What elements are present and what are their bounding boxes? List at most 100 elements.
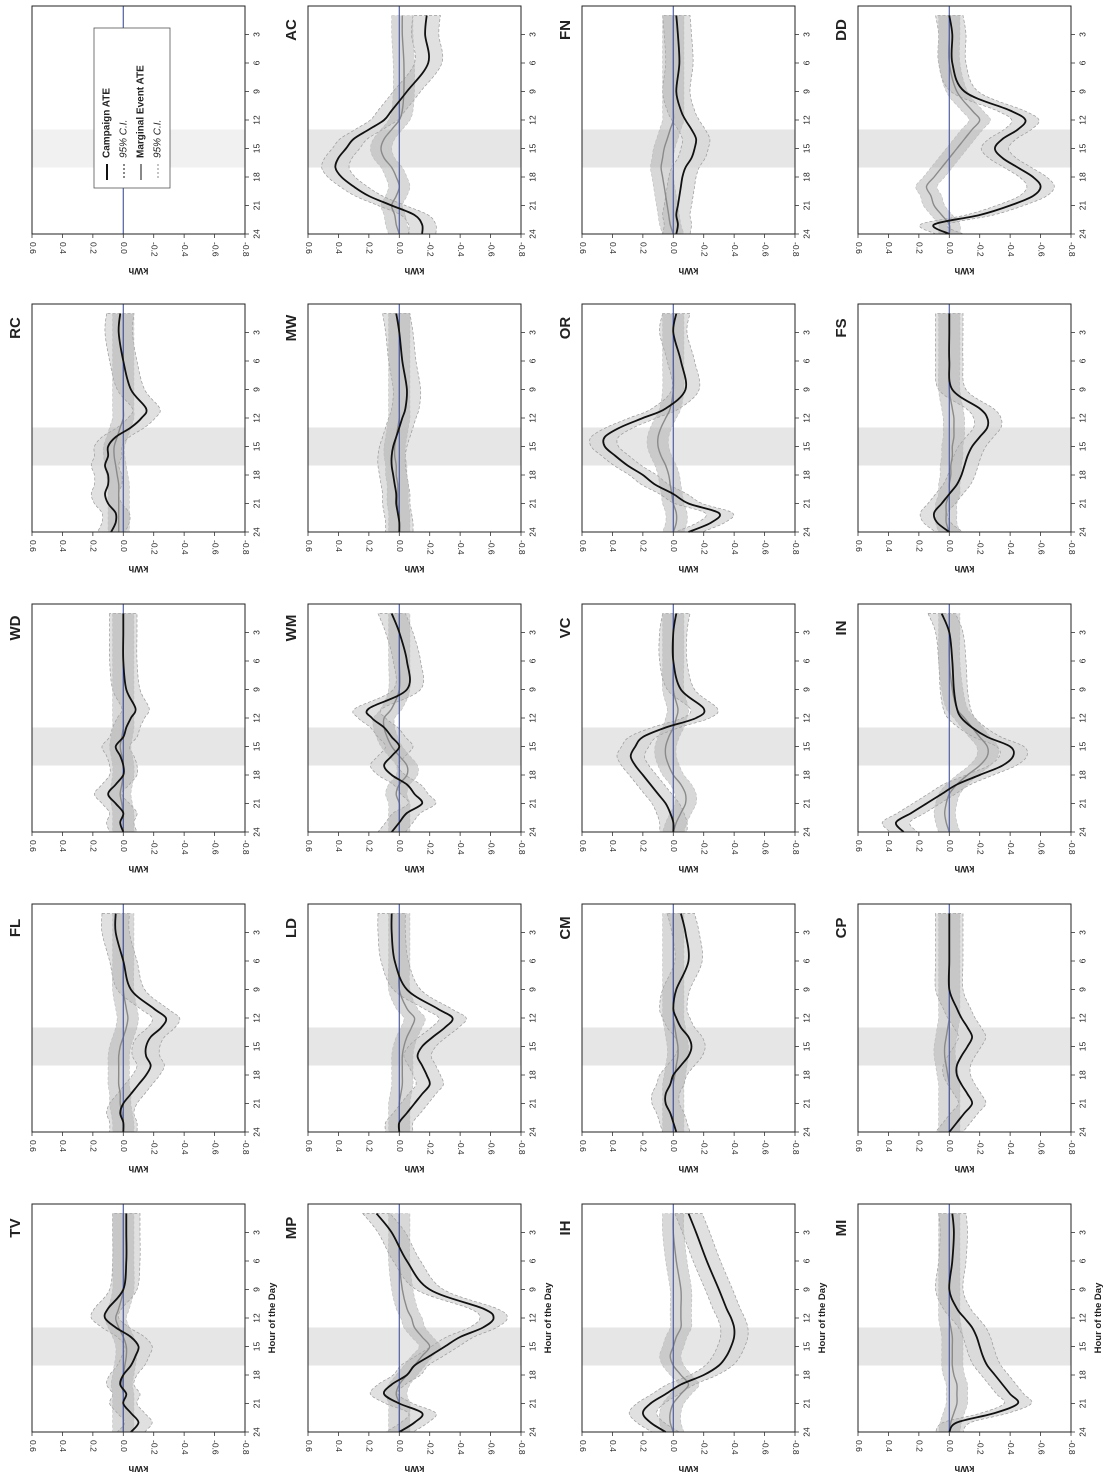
hour-tick-label: 9 [1077,89,1087,94]
panel-label: MW [283,314,300,341]
kwh-tick-label: 0.2 [639,242,649,254]
hour-tick-label: 12 [801,1013,811,1023]
panel-label: CM [557,916,574,939]
kwh-tick-label: 0.0 [669,840,679,852]
marginal-ate-line [943,613,989,833]
kwh-tick-label: -0.4 [730,840,740,855]
hour-tick-label: 12 [1077,1313,1087,1323]
kwh-tick-label: -0.4 [1006,242,1016,257]
panel-label: DD [833,19,850,41]
kwh-tick-label: 0.2 [365,1140,375,1152]
hour-tick-label: 21 [801,799,811,809]
kwh-tick-label: 0.0 [945,840,955,852]
kwh-tick-label: 0.0 [395,840,405,852]
hour-tick-label: 3 [1077,630,1087,635]
hour-tick-label: 15 [1077,1342,1087,1352]
hour-tick-label: 24 [1077,229,1087,239]
kwh-tick-label: 0.4 [884,242,894,254]
kwh-tick-label: 0.0 [945,1140,955,1152]
kwh-tick-label: -0.4 [456,840,466,855]
hour-tick-label: 18 [251,1070,261,1080]
event-window-band [32,427,245,466]
kwh-tick-label: -0.6 [760,840,770,855]
hour-tick-label: 18 [251,1370,261,1380]
event-window-band [32,727,245,766]
panel-ac: AC 0.6 0.4 0.2 0.0 -0.2 -0.4 -0.6 -0.8 kWh 3 6 9 12 15… [283,5,537,276]
hour-tick-label: 18 [801,1370,811,1380]
kwh-tick-label: -0.6 [1036,1440,1046,1455]
kwh-tick-label: -0.2 [975,840,985,855]
kwh-tick-label: 0.4 [608,840,618,852]
hour-tick-label: 12 [1077,713,1087,723]
kwh-tick-label: -0.2 [149,242,159,257]
hour-tick-label: 9 [801,687,811,692]
kwh-tick-label: -0.4 [1006,540,1016,555]
kwh-tick-label: -0.6 [1036,1140,1046,1155]
kwh-axis-label: kWh [128,563,148,574]
kwh-tick-label: -0.8 [241,1440,251,1455]
kwh-tick-label: 0.0 [119,1440,129,1452]
hour-tick-label: 18 [251,770,261,780]
kwh-tick-label: -0.2 [975,242,985,257]
campaign-ate-line [365,613,424,833]
hour-tick-label: 21 [1077,1099,1087,1109]
panel-dd: DD 0.6 0.4 0.2 0.0 -0.2 -0.4 -0.6 -0.8 kWh 3 6 9 12 15… [833,5,1087,276]
hour-tick-label: 3 [1077,32,1087,37]
kwh-tick-label: -0.8 [1067,840,1077,855]
hour-tick-label: 21 [1077,201,1087,211]
kwh-tick-label: 0.6 [28,540,38,552]
kwh-tick-label: -0.4 [1006,840,1016,855]
hour-tick-label: 3 [527,330,537,335]
panel-wd: WD 0.6 0.4 0.2 0.0 -0.2 -0.4 -0.6 -0.8 kWh 3 6 9 12 15… [7,603,261,874]
hour-tick-label: 15 [801,1342,811,1352]
kwh-tick-label: 0.4 [334,242,344,254]
kwh-tick-label: -0.4 [730,540,740,555]
panel-label: MP [283,1217,300,1240]
panel-label: IH [557,1221,574,1236]
hour-tick-label: 3 [527,930,537,935]
panel-label: WD [7,615,24,640]
hour-tick-label: 24 [801,527,811,537]
event-window-band [582,727,795,766]
kwh-tick-label: 0.6 [854,540,864,552]
kwh-tick-label: -0.2 [149,1440,159,1455]
hour-tick-label: 24 [527,1427,537,1437]
kwh-tick-label: 0.0 [669,1440,679,1452]
kwh-tick-label: 0.4 [334,540,344,552]
kwh-tick-label: 0.0 [395,242,405,254]
hour-tick-label: 9 [1077,987,1087,992]
panel-mw: MW 0.6 0.4 0.2 0.0 -0.2 -0.4 -0.6 -0.8 kWh 3 6 9 12 15… [283,303,537,574]
kwh-tick-label: 0.4 [608,540,618,552]
kwh-tick-label: -0.2 [149,1140,159,1155]
hour-tick-label: 12 [251,1013,261,1023]
hour-tick-label: 24 [1077,827,1087,837]
hour-tick-label: 3 [251,32,261,37]
hour-tick-label: 9 [1077,687,1087,692]
kwh-tick-label: -0.4 [456,540,466,555]
kwh-tick-label: -0.6 [210,840,220,855]
kwh-tick-label: -0.6 [486,1440,496,1455]
kwh-tick-label: 0.0 [119,242,129,254]
kwh-tick-label: -0.4 [180,242,190,257]
kwh-tick-label: 0.2 [365,840,375,852]
hour-tick-label: 15 [251,742,261,752]
panel-ih: IH 0.6 0.4 0.2 0.0 -0.2 -0.4 -0.6 -0.8 kWh 3 6 9 12 15… [557,1203,828,1472]
kwh-tick-label: -0.8 [1067,1440,1077,1455]
kwh-tick-label: 0.6 [304,242,314,254]
hour-tick-label: 12 [251,713,261,723]
kwh-axis-label: kWh [128,863,148,874]
hour-tick-label: 15 [527,742,537,752]
kwh-tick-label: 0.6 [578,1140,588,1152]
hour-tick-label: 6 [251,1258,261,1263]
kwh-tick-label: -0.8 [241,242,251,257]
kwh-tick-label: 0.0 [119,540,129,552]
kwh-tick-label: -0.2 [699,1140,709,1155]
kwh-axis-label: kWh [404,1163,424,1174]
kwh-tick-label: -0.6 [1036,242,1046,257]
hour-tick-label: 18 [1077,1370,1087,1380]
hour-tick-label: 6 [801,958,811,963]
hour-tick-label: 21 [527,1399,537,1409]
campaign-ate-line [629,613,706,833]
kwh-tick-label: 0.2 [89,1440,99,1452]
kwh-tick-label: 0.2 [89,242,99,254]
